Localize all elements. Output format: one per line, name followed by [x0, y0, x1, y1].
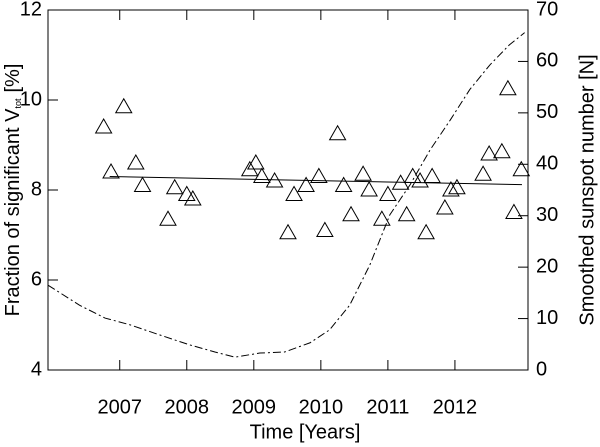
triangle-marker [102, 162, 120, 179]
triangle-marker [397, 205, 416, 222]
x-tick-label: 2010 [299, 396, 344, 418]
y2-tick-label: 60 [536, 50, 558, 72]
y-tick-label: 12 [20, 0, 42, 20]
triangle-marker [126, 153, 145, 170]
sunspot-line [47, 32, 525, 358]
y-axis-label-suffix: [%] [2, 64, 24, 93]
triangle-marker [183, 189, 202, 206]
y2-tick-label: 20 [536, 255, 558, 277]
triangle-marker [328, 124, 347, 141]
y2-tick-label: 70 [536, 0, 558, 20]
triangle-marker [309, 167, 328, 183]
x-tick-label: 2007 [97, 396, 142, 418]
triangle-marker [334, 176, 353, 192]
triangle-marker [246, 153, 265, 170]
triangle-marker [417, 223, 435, 240]
y-tick-label: 4 [31, 358, 42, 380]
x-tick-label: 2008 [165, 396, 210, 418]
x-axis-label: Time [Years] [250, 421, 361, 443]
y2-tick-label: 50 [536, 101, 558, 123]
triangle-marker [474, 165, 492, 181]
y-tick-label: 10 [20, 88, 42, 110]
fit-line [109, 176, 522, 186]
x-tick-label: 2012 [433, 396, 478, 418]
triangle-marker [448, 178, 466, 195]
y-tick-label: 8 [31, 178, 42, 200]
triangle-marker [499, 79, 517, 96]
y2-tick-label: 40 [536, 153, 558, 175]
triangle-marker [177, 185, 196, 201]
triangle-marker [372, 210, 391, 226]
triangle-marker [133, 176, 152, 192]
triangle-marker [423, 167, 441, 183]
triangle-marker [442, 180, 460, 197]
y2-tick-label: 30 [536, 204, 558, 226]
y2-tick-label: 10 [536, 307, 558, 329]
triangle-marker [480, 144, 498, 161]
triangle-marker [360, 180, 378, 197]
triangle-marker [159, 210, 177, 226]
triangle-marker [436, 198, 454, 215]
triangle-marker [379, 185, 397, 201]
triangle-marker [94, 117, 113, 134]
triangle-marker [512, 160, 531, 177]
y2-axis-label: Smoothed sunspot number [N] [576, 54, 598, 325]
triangle-marker [354, 165, 372, 181]
triangle-marker [252, 167, 271, 183]
triangle-marker [165, 178, 184, 195]
triangle-marker [342, 205, 360, 222]
triangle-marker [505, 203, 523, 219]
triangle-marker [316, 221, 334, 237]
y2-tick-label: 0 [536, 358, 547, 380]
triangle-marker [492, 142, 511, 159]
triangle-marker [297, 176, 315, 192]
y-axis-label-main: Fraction of significant V [2, 108, 24, 317]
y-axis-label-subscript: tot [13, 98, 23, 109]
triangle-marker [411, 171, 429, 188]
x-tick-label: 2011 [366, 396, 409, 418]
triangle-marker [285, 185, 303, 201]
y-tick-label: 6 [31, 268, 42, 290]
triangle-marker [114, 97, 133, 114]
triangle-marker [279, 223, 297, 240]
x-tick-label: 2009 [232, 396, 277, 418]
y-axis-label: Fraction of significant Vtot [%] [2, 64, 24, 317]
